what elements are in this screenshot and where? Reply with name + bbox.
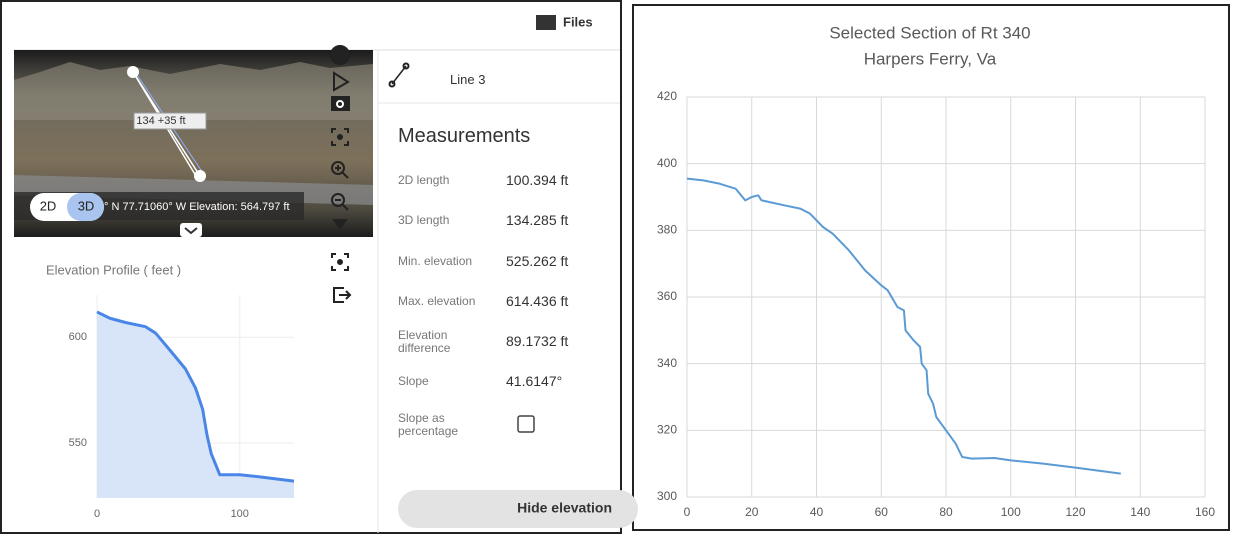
y-tick-label: 300 [657,489,677,503]
measure-label: 3D length [398,214,478,227]
hide-button[interactable]: Hide elevation [517,500,612,516]
x-tick-label: 100 [231,508,249,520]
y-tick-label: 340 [657,356,677,370]
measure-label: Slope as percentage [398,412,478,438]
x-tick-label: 160 [1195,505,1215,519]
profile-title: Elevation Profile ( feet ) [46,262,181,277]
measure-point[interactable] [127,66,139,78]
x-tick-label: 120 [1065,505,1085,519]
measure-value: 100.394 ft [506,172,568,188]
chart-subtitle: Harpers Ferry, Va [864,49,997,68]
status-text: ° N 77.71060° W Elevation: 564.797 ft [104,201,290,213]
measure-value: 525.262 ft [506,253,568,269]
canvas: 134 +35 ft 2D 3D ° N 77.71060° W Elevati… [0,0,1235,534]
y-tick-label: 360 [657,289,677,303]
right-panel [633,5,1229,530]
files-label[interactable]: Files [563,14,593,29]
measure-label: Slope [398,375,478,388]
chart-title: Selected Section of Rt 340 [829,23,1030,42]
distance-label: 134 +35 ft [136,115,185,127]
x-tick-label: 100 [1001,505,1021,519]
y-tick-label: 380 [657,223,677,237]
mode-2d[interactable]: 2D [40,198,57,213]
page: 134 +35 ft 2D 3D ° N 77.71060° W Elevati… [0,0,1235,534]
expand-button[interactable] [180,223,202,237]
x-tick-label: 140 [1130,505,1150,519]
checkbox[interactable] [518,416,534,432]
measure-label: Min. elevation [398,255,478,268]
y-tick-label: 400 [657,156,677,170]
y-tick-label: 320 [657,423,677,437]
measure-value: 41.6147° [506,373,562,389]
folder-icon [536,15,556,30]
measure-value: 614.436 ft [506,293,568,309]
measure-value: 89.1732 ft [506,333,568,349]
measure-point[interactable] [194,170,206,182]
measure-label: 2D length [398,174,478,187]
x-tick-label: 80 [939,505,953,519]
y-tick-label: 550 [69,437,87,449]
x-tick-label: 20 [745,505,759,519]
terrain [14,62,373,120]
measure-label: Elevation difference [398,329,478,355]
measurements-title: Measurements [398,125,530,148]
measure-value: 134.285 ft [506,212,568,228]
line-name: Line 3 [450,72,485,87]
mode-3d[interactable]: 3D [78,198,95,213]
x-tick-label: 0 [684,505,691,519]
measure-label: Max. elevation [398,295,478,308]
y-tick-label: 420 [657,89,677,103]
x-tick-label: 60 [875,505,889,519]
x-tick-label: 40 [810,505,824,519]
y-tick-label: 600 [69,331,87,343]
x-tick-label: 0 [94,508,100,520]
